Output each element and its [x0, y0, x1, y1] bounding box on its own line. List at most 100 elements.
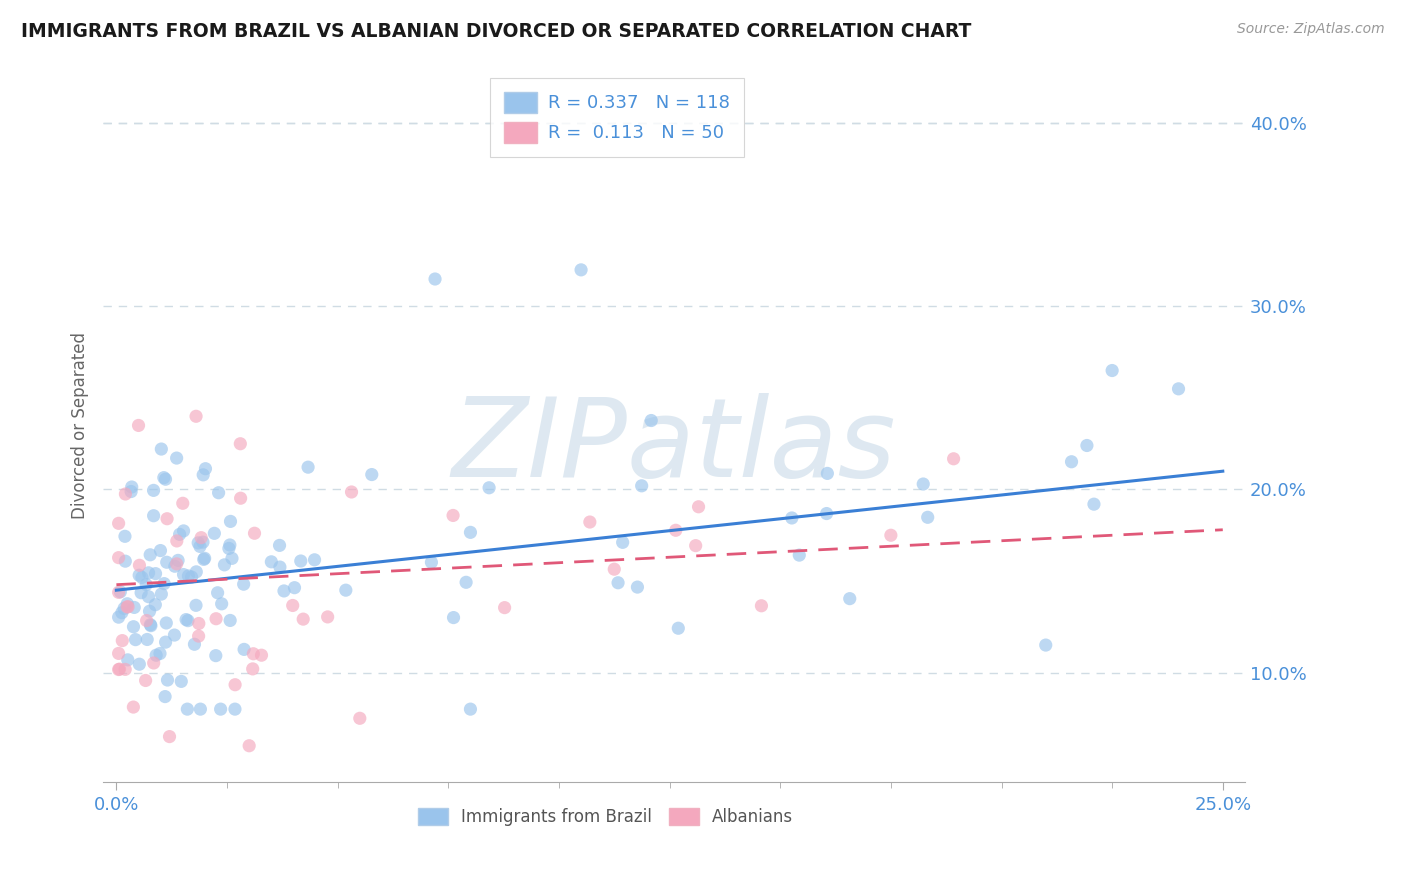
Point [166, 533, 188, 548]
Y-axis label: Divorced or Separated: Divorced or Separated [72, 332, 89, 519]
Point [149, 543, 172, 558]
Point [224, 702, 246, 716]
Point [1060, 455, 1083, 469]
Point [115, 599, 138, 614]
Point [478, 481, 501, 495]
Point [163, 559, 186, 574]
Point [232, 577, 254, 591]
Point [224, 678, 246, 692]
Point [172, 496, 194, 510]
Point [155, 635, 177, 649]
Point [194, 461, 217, 475]
Point [423, 272, 446, 286]
Point [242, 662, 264, 676]
Point [603, 562, 626, 576]
Point [912, 477, 935, 491]
Point [138, 590, 160, 604]
Point [292, 612, 315, 626]
Point [128, 558, 150, 573]
Legend: Immigrants from Brazil, Albanians: Immigrants from Brazil, Albanians [409, 800, 801, 835]
Point [193, 552, 215, 566]
Point [117, 599, 139, 614]
Point [243, 526, 266, 541]
Point [229, 436, 252, 450]
Point [139, 618, 162, 632]
Point [218, 538, 240, 552]
Point [114, 662, 136, 676]
Point [107, 663, 129, 677]
Point [229, 491, 252, 506]
Point [177, 569, 200, 583]
Point [665, 523, 688, 537]
Point [184, 599, 207, 613]
Point [122, 620, 145, 634]
Point [815, 507, 838, 521]
Point [219, 515, 242, 529]
Point [780, 511, 803, 525]
Point [612, 535, 634, 549]
Point [128, 568, 150, 582]
Point [139, 617, 162, 632]
Point [114, 487, 136, 501]
Point [209, 702, 232, 716]
Point [155, 472, 177, 486]
Point [111, 606, 134, 620]
Point [177, 614, 200, 628]
Point [142, 483, 165, 498]
Point [569, 263, 592, 277]
Point [190, 531, 212, 545]
Point [111, 633, 134, 648]
Point [107, 585, 129, 599]
Point [815, 467, 838, 481]
Point [630, 479, 652, 493]
Point [349, 711, 371, 725]
Point [138, 604, 160, 618]
Point [176, 702, 198, 716]
Point [205, 612, 228, 626]
Point [166, 451, 188, 466]
Text: Source: ZipAtlas.com: Source: ZipAtlas.com [1237, 22, 1385, 37]
Point [360, 467, 382, 482]
Point [150, 587, 173, 601]
Point [167, 553, 190, 567]
Point [128, 657, 150, 672]
Point [142, 508, 165, 523]
Point [122, 700, 145, 714]
Point [626, 580, 648, 594]
Point [173, 524, 195, 538]
Point [607, 575, 630, 590]
Point [685, 539, 707, 553]
Point [153, 470, 176, 484]
Point [1167, 382, 1189, 396]
Point [180, 570, 202, 584]
Point [159, 730, 181, 744]
Point [136, 632, 159, 647]
Point [221, 551, 243, 566]
Point [135, 673, 157, 688]
Point [145, 566, 167, 581]
Point [283, 581, 305, 595]
Point [269, 560, 291, 574]
Point [131, 570, 153, 584]
Point [751, 599, 773, 613]
Point [187, 629, 209, 643]
Point [187, 616, 209, 631]
Point [117, 597, 139, 611]
Point [156, 555, 179, 569]
Point [138, 566, 160, 580]
Point [250, 648, 273, 663]
Point [107, 647, 129, 661]
Point [149, 647, 172, 661]
Point [156, 512, 179, 526]
Point [122, 600, 145, 615]
Point [163, 628, 186, 642]
Point [166, 557, 188, 571]
Point [460, 525, 482, 540]
Point [281, 599, 304, 613]
Point [273, 583, 295, 598]
Point [174, 613, 197, 627]
Point [666, 621, 689, 635]
Point [143, 598, 166, 612]
Point [441, 508, 464, 523]
Point [120, 484, 142, 499]
